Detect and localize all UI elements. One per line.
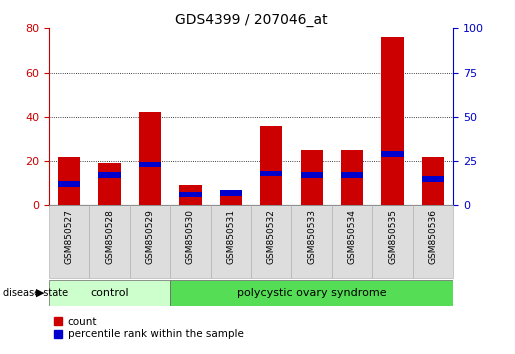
Text: GSM850532: GSM850532 bbox=[267, 209, 276, 264]
Bar bbox=[260, 126, 282, 205]
Bar bbox=[179, 192, 201, 198]
Text: polycystic ovary syndrome: polycystic ovary syndrome bbox=[237, 288, 387, 298]
Bar bbox=[170, 205, 211, 278]
Bar bbox=[139, 162, 161, 167]
Bar bbox=[260, 171, 282, 176]
Text: GSM850536: GSM850536 bbox=[428, 209, 437, 264]
Bar bbox=[58, 156, 80, 205]
Text: disease state: disease state bbox=[3, 288, 67, 298]
Bar bbox=[422, 156, 444, 205]
Bar bbox=[98, 172, 121, 178]
Bar bbox=[220, 190, 242, 205]
Bar bbox=[301, 150, 323, 205]
Bar bbox=[332, 205, 372, 278]
Text: GSM850531: GSM850531 bbox=[227, 209, 235, 264]
Title: GDS4399 / 207046_at: GDS4399 / 207046_at bbox=[175, 13, 328, 27]
Bar bbox=[130, 205, 170, 278]
Bar bbox=[382, 151, 404, 157]
Bar bbox=[211, 205, 251, 278]
Bar bbox=[422, 176, 444, 182]
Text: GSM850529: GSM850529 bbox=[146, 209, 154, 264]
Text: ▶: ▶ bbox=[36, 288, 45, 298]
Bar bbox=[413, 205, 453, 278]
Text: GSM850533: GSM850533 bbox=[307, 209, 316, 264]
Legend: count, percentile rank within the sample: count, percentile rank within the sample bbox=[54, 317, 244, 339]
Text: GSM850528: GSM850528 bbox=[105, 209, 114, 264]
Text: GSM850535: GSM850535 bbox=[388, 209, 397, 264]
Bar bbox=[341, 172, 363, 178]
Bar bbox=[139, 113, 161, 205]
Bar bbox=[301, 172, 323, 178]
Bar bbox=[90, 205, 130, 278]
Bar bbox=[251, 205, 291, 278]
Bar bbox=[49, 205, 90, 278]
Bar bbox=[98, 163, 121, 205]
Text: GSM850534: GSM850534 bbox=[348, 209, 356, 264]
Bar bbox=[220, 190, 242, 196]
Bar bbox=[341, 150, 363, 205]
Bar bbox=[382, 37, 404, 205]
Bar bbox=[170, 280, 453, 306]
Bar bbox=[179, 185, 201, 205]
Text: GSM850530: GSM850530 bbox=[186, 209, 195, 264]
Bar bbox=[372, 205, 413, 278]
Text: GSM850527: GSM850527 bbox=[65, 209, 74, 264]
Bar bbox=[49, 280, 170, 306]
Bar bbox=[58, 181, 80, 187]
Bar bbox=[291, 205, 332, 278]
Text: control: control bbox=[90, 288, 129, 298]
